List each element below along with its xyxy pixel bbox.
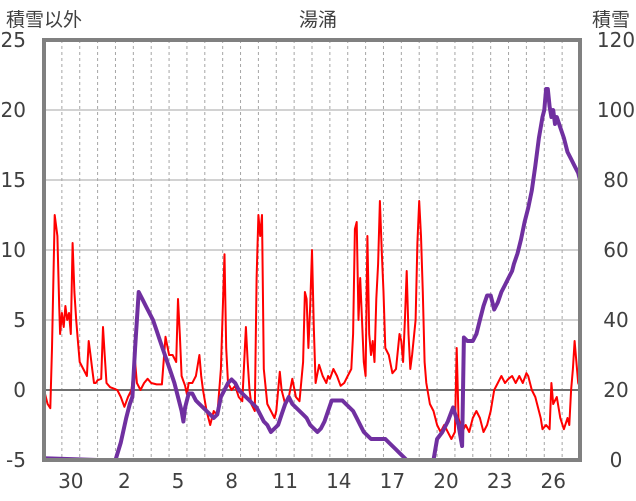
right-axis-tick-label: 40 [603,308,628,332]
left-axis-tick-label: 15 [1,168,26,192]
x-axis-tick-label: 26 [540,469,565,493]
x-axis-tick-label: 2 [118,469,131,493]
right-axis-tick-label: 20 [603,378,628,402]
left-axis-tick-label: 20 [1,98,26,122]
chart-title: 湯涌 [299,9,337,31]
right-axis-tick-label: 100 [597,98,635,122]
data-series [42,87,582,462]
left-axis-tick-label: 5 [13,308,26,332]
x-axis-tick-label: 14 [326,469,351,493]
x-axis-tick-label: 8 [225,469,238,493]
temperature-line [43,200,581,440]
right-axis-tick-label: 120 [597,28,635,52]
x-axis-tick-label: 5 [172,469,185,493]
plot-frame [42,38,582,462]
left-axis-tick-label: 25 [1,28,26,52]
x-axis-tick-label: 30 [58,469,83,493]
right-axis-tick-label: 0 [610,448,623,472]
left-axis-title: 積雪以外 [6,9,82,31]
right-axis-title: 積雪 [592,9,630,31]
x-axis-tick-label: 20 [433,469,458,493]
x-axis-tick-label: 23 [487,469,512,493]
left-axis-tick-label: 0 [13,378,26,402]
x-axis-tick-label: 11 [272,469,297,493]
right-axis-tick-label: 80 [603,168,628,192]
right-axis-tick-label: 60 [603,238,628,262]
x-axis-tick-label: 17 [380,469,405,493]
left-axis-tick-label: -5 [6,448,26,472]
snow-depth-line [42,87,582,462]
left-axis-tick-label: 10 [1,238,26,262]
plot-border [42,38,582,462]
